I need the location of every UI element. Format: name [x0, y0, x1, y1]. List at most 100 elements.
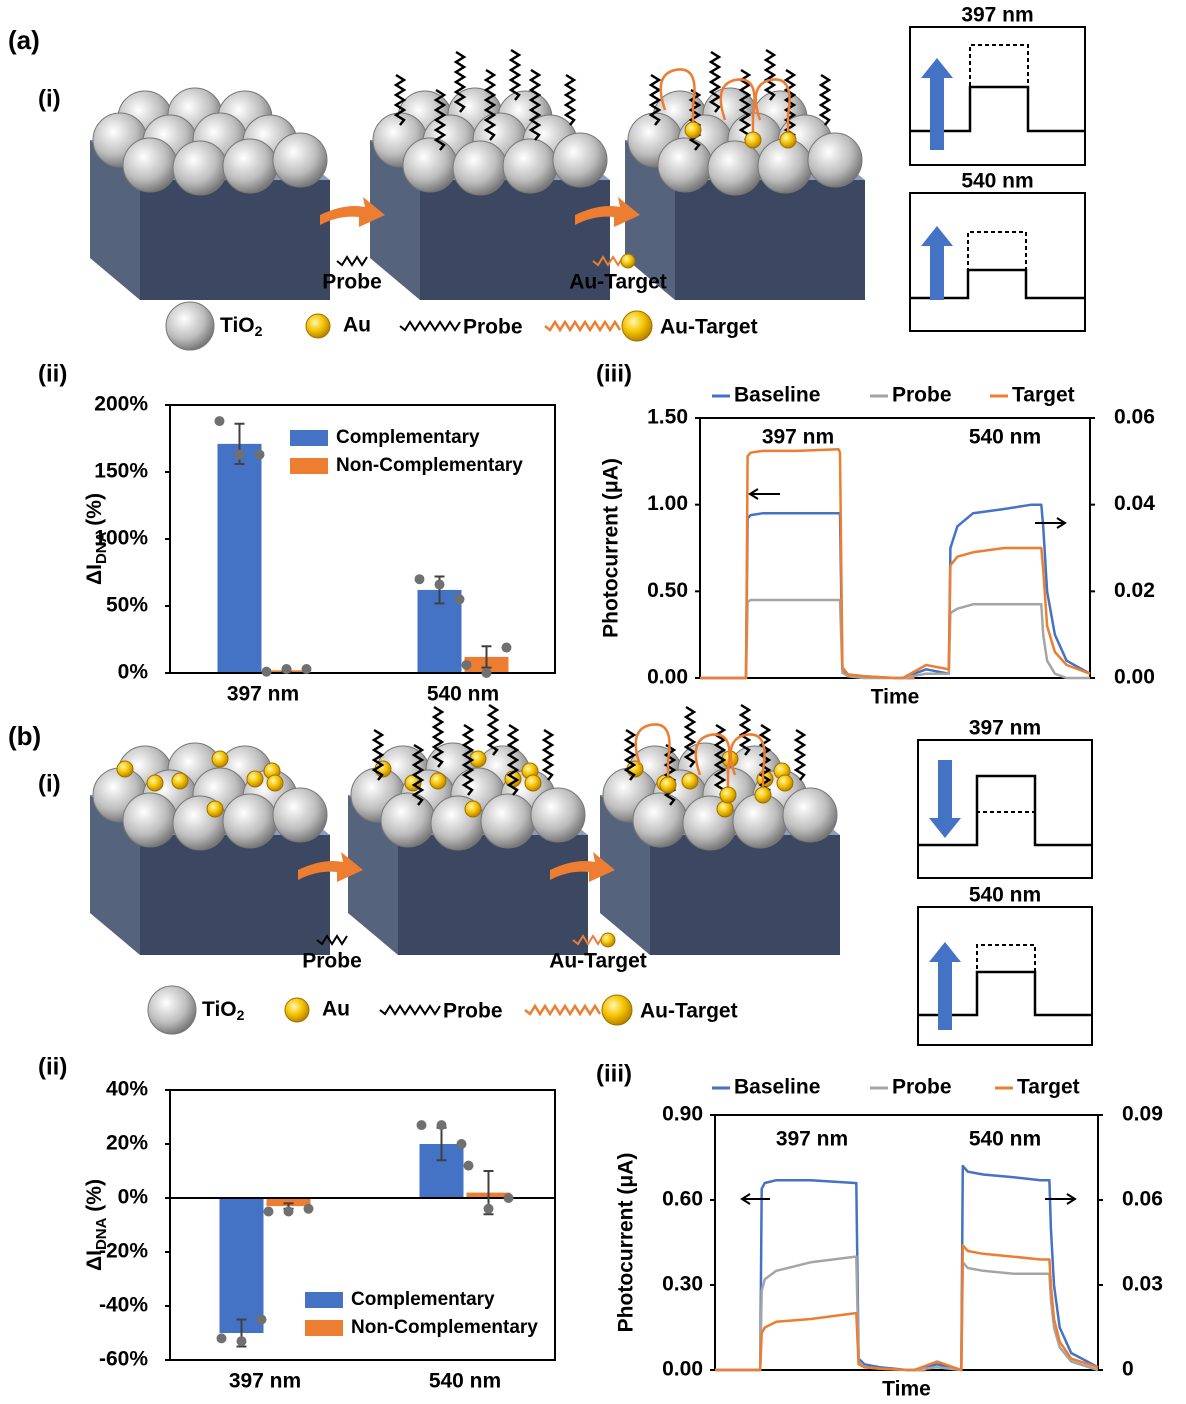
y-axis-label-part: (%) — [83, 493, 106, 532]
tio2-sphere — [808, 133, 862, 187]
y-tick-label: 0.30 — [662, 1273, 703, 1296]
line-series — [903, 505, 1090, 678]
y-axis-label: Photocurrent (μA) — [600, 458, 623, 638]
legend-label: Au — [322, 998, 350, 1021]
y2-tick-label: 0 — [1122, 1358, 1134, 1381]
legend-label: Target — [1017, 1076, 1080, 1099]
y-tick-label: 20% — [106, 1132, 148, 1155]
legend-swatch — [305, 1292, 343, 1308]
y-tick-label: 40% — [106, 1078, 148, 1101]
axis-pointer — [742, 1194, 770, 1204]
plot-frame — [715, 1115, 1098, 1370]
legend-label: Au — [343, 314, 371, 337]
line-series — [715, 1313, 926, 1370]
au-particle — [207, 801, 223, 817]
y2-tick-label: 0.03 — [1122, 1273, 1163, 1296]
tio2-sphere — [173, 141, 227, 195]
legend-label: TiO2 — [202, 998, 245, 1023]
y-tick-label: -40% — [99, 1294, 148, 1317]
data-point — [457, 1139, 467, 1149]
axis-pointer — [1035, 518, 1065, 528]
y2-tick-label: 0.02 — [1114, 579, 1155, 602]
tio2-sphere — [403, 138, 457, 192]
tio2-sphere — [783, 788, 837, 842]
data-point — [504, 1193, 514, 1203]
x-axis-label: Time — [882, 1378, 931, 1401]
y2-tick-label: 0.00 — [1114, 666, 1155, 689]
tio2-sphere — [453, 141, 507, 195]
y-axis-label-subscript: DNA — [93, 531, 110, 564]
data-point — [455, 594, 465, 604]
bar — [218, 444, 262, 673]
au-particle — [465, 801, 481, 817]
strand-icon — [525, 1006, 600, 1014]
y-axis-label: Photocurrent (μA) — [615, 1153, 638, 1333]
data-point — [284, 1207, 294, 1217]
au-particle — [685, 122, 701, 138]
tio2-sphere — [273, 133, 327, 187]
data-point — [482, 668, 492, 678]
y2-tick-label: 0.09 — [1122, 1103, 1163, 1126]
au-particle — [267, 775, 283, 791]
data-point — [464, 1161, 474, 1171]
inset-label: 397 nm — [961, 4, 1033, 27]
legend-swatch — [290, 430, 328, 446]
tio2-sphere — [166, 302, 214, 350]
panel-label: (i) — [38, 770, 61, 797]
line-series — [715, 1257, 926, 1370]
tio2-sphere — [708, 141, 762, 195]
legend-label: Target — [1012, 384, 1075, 407]
au-particle — [525, 775, 541, 791]
data-point — [235, 450, 245, 460]
line-series — [700, 449, 915, 678]
y-tick-label: 150% — [94, 460, 148, 483]
legend-text: TiO — [202, 998, 237, 1021]
au-particle — [601, 933, 615, 947]
figure: (a)(i)(ii)(iii)(b)(i)(ii)(iii)ProbeAu-Ta… — [0, 0, 1186, 1404]
strand-icon — [545, 322, 620, 330]
tio2-sphere — [223, 139, 277, 193]
annotation: 397 nm — [776, 1128, 848, 1151]
au-particle — [602, 995, 632, 1025]
legend-subscript: 2 — [237, 1007, 245, 1023]
y2-tick-label: 0.04 — [1114, 492, 1155, 515]
y-tick-label: 0.90 — [662, 1103, 703, 1126]
au-particle — [212, 751, 228, 767]
au-particle — [117, 761, 133, 777]
y-axis-label-part: ΔI — [83, 564, 106, 585]
step-label: Au-Target — [549, 950, 647, 973]
y2-tick-label: 0.06 — [1114, 406, 1155, 429]
tio2-sphere — [273, 788, 327, 842]
data-point — [417, 1120, 427, 1130]
y-tick-label: 0.60 — [662, 1188, 703, 1211]
step-label: Au-Target — [569, 271, 667, 294]
au-particle — [306, 314, 330, 338]
x-tick-label: 397 nm — [229, 1370, 301, 1393]
legend-label: TiO2 — [220, 314, 263, 339]
y-axis-label-subscript: DNA — [93, 1217, 110, 1250]
y-tick-label: 200% — [94, 393, 148, 416]
au-particle — [755, 787, 771, 803]
legend-text: TiO — [220, 314, 255, 337]
legend-label: Non-Complementary — [336, 455, 523, 476]
probe-strand — [566, 75, 574, 125]
panel-label: (ii) — [38, 1053, 67, 1080]
data-point — [437, 1120, 447, 1130]
legend-label: Au-Target — [660, 316, 758, 339]
axis-pointer — [750, 489, 780, 499]
line-series — [700, 513, 915, 678]
tio2-sphere — [123, 793, 177, 847]
tio2-sphere — [223, 794, 277, 848]
data-point — [302, 664, 312, 674]
data-point — [255, 450, 265, 460]
au-particle — [621, 254, 635, 268]
y-axis-label-part: ΔI — [83, 1250, 106, 1271]
tio2-sphere — [553, 133, 607, 187]
data-point — [215, 416, 225, 426]
panel-label: (ii) — [38, 360, 67, 387]
x-axis-label: Time — [871, 686, 920, 709]
data-point — [304, 1204, 314, 1214]
y-tick-label: 1.00 — [647, 492, 688, 515]
change-arrow — [929, 760, 961, 838]
panel-label: (i) — [38, 85, 61, 112]
